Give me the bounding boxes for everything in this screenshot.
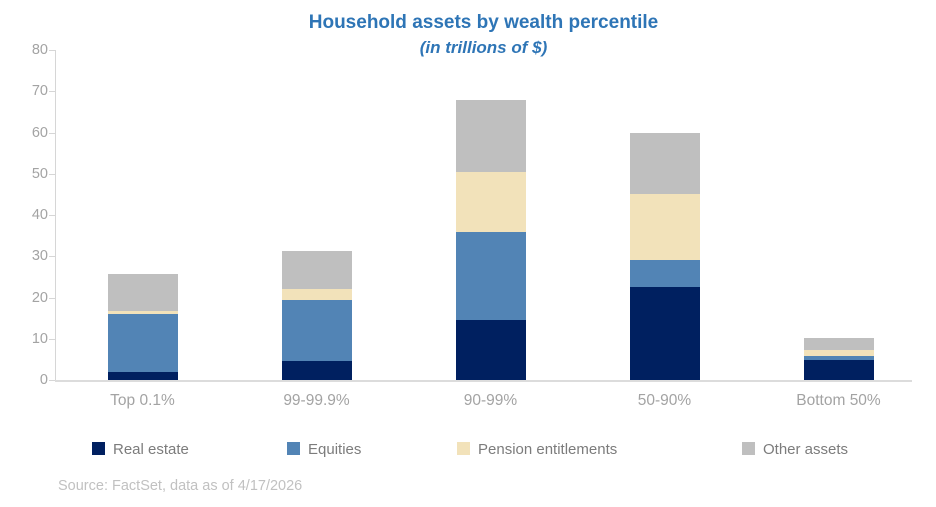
y-tick-mark (49, 50, 55, 51)
x-category-label: Bottom 50% (796, 392, 881, 409)
bar-segment (803, 360, 874, 380)
y-tick-label: 50 (31, 165, 48, 182)
bar-segment (281, 361, 352, 380)
legend-swatch-icon (742, 442, 755, 455)
y-tick-label: 30 (31, 248, 48, 265)
legend-swatch-icon (457, 442, 470, 455)
y-tick-mark (49, 256, 55, 258)
y-tick-mark (49, 338, 55, 340)
chart-subtitle: (in trillions of $) (419, 38, 548, 57)
bar-segment (803, 356, 874, 361)
legend-label: Other assets (763, 441, 849, 458)
bar-segment (107, 371, 178, 380)
y-axis-line (55, 50, 56, 381)
legend-label: Real estate (113, 441, 189, 458)
y-tick-label: 20 (31, 289, 48, 306)
bar-segment (281, 289, 352, 300)
bar-segment (629, 132, 700, 195)
y-tick-label: 0 (39, 372, 48, 388)
source-note: Source: FactSet, data as of 4/17/2026 (58, 478, 303, 494)
bar-segment (803, 337, 874, 350)
legend-item: Pension entitlements (457, 441, 617, 461)
bar-segment (281, 299, 352, 362)
y-tick-label: 80 (31, 42, 48, 58)
y-tick-mark (49, 215, 55, 216)
x-category-label: 99-99.9% (283, 392, 350, 409)
y-tick-mark (49, 91, 55, 93)
y-tick-label: 60 (31, 124, 48, 141)
y-tick-mark (49, 380, 55, 381)
bar-segment (455, 320, 526, 380)
legend-item: Other assets (742, 441, 848, 461)
bar-segment (107, 314, 178, 372)
legend-item: Real estate (92, 441, 189, 461)
bar-segment (107, 311, 178, 314)
bar-segment (803, 349, 874, 357)
x-category-label: 50-90% (637, 392, 692, 409)
y-tick-label: 10 (31, 330, 48, 347)
y-tick-mark (49, 173, 55, 175)
y-tick-mark (49, 132, 55, 134)
bar-segment (455, 231, 526, 321)
y-tick-mark (49, 297, 55, 299)
chart-title: Household assets by wealth percentile (308, 12, 659, 33)
bar-segment (629, 194, 700, 261)
bar-segment (629, 287, 700, 380)
bar-segment (455, 171, 526, 232)
bar-segment (629, 260, 700, 288)
bar-segment (107, 273, 178, 312)
bar-segment (281, 251, 352, 290)
x-category-label: 90-99% (463, 392, 518, 409)
x-axis-line (55, 380, 912, 382)
legend-swatch-icon (287, 442, 300, 455)
legend-label: Pension entitlements (478, 441, 618, 458)
x-category-label: Top 0.1% (110, 392, 175, 409)
chart-header: Household assets by wealth percentile (i… (55, 10, 912, 60)
y-tick-label: 40 (31, 207, 48, 223)
legend-swatch-icon (92, 442, 105, 455)
bar-segment (455, 99, 526, 172)
legend-label: Equities (308, 441, 362, 458)
y-tick-label: 70 (31, 83, 48, 100)
legend-item: Equities (287, 441, 361, 461)
